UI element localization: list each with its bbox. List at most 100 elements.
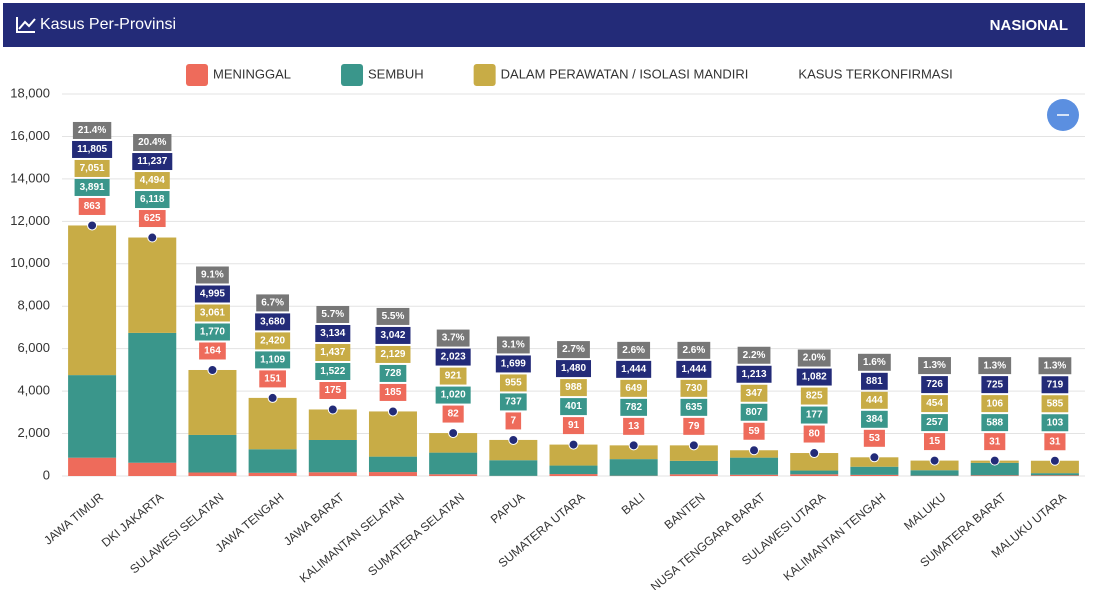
- data-label: 7,051: [74, 159, 110, 177]
- data-label-text: 635: [686, 402, 703, 413]
- data-label-box: [978, 357, 1012, 375]
- bar-segment: [68, 457, 117, 476]
- data-label: 635: [680, 398, 708, 416]
- data-label-text: 9.1%: [201, 270, 224, 281]
- data-label-text: 3,680: [260, 317, 285, 328]
- chart-icon: [16, 17, 36, 33]
- data-label-box: [1041, 395, 1069, 413]
- y-tick-label: 0: [43, 467, 50, 482]
- bar-segment: [790, 474, 839, 476]
- data-label-box: [620, 379, 648, 397]
- data-label-box: [981, 376, 1009, 394]
- data-label-box: [495, 355, 531, 373]
- legend-swatch: [186, 64, 208, 86]
- bar-segment: [489, 460, 538, 476]
- data-label-text: 1,109: [260, 355, 285, 366]
- data-label: 2,129: [375, 345, 411, 363]
- bar-segment: [970, 462, 1019, 476]
- data-label: 1,444: [616, 360, 652, 378]
- data-label: 649: [620, 379, 648, 397]
- data-label-text: 3.7%: [442, 333, 465, 344]
- data-label-box: [796, 368, 832, 386]
- bar-segment: [549, 444, 598, 466]
- bar-segment: [1030, 475, 1079, 476]
- data-label-box: [683, 417, 705, 435]
- data-label-text: 384: [866, 414, 883, 425]
- data-label-box: [138, 210, 166, 228]
- data-label-text: 3,042: [380, 330, 405, 341]
- point: [688, 440, 699, 451]
- data-label: 921: [439, 367, 467, 385]
- data-label-box: [132, 153, 173, 171]
- data-label-box: [375, 345, 411, 363]
- bar-segment: [850, 466, 899, 475]
- y-tick-label: 10,000: [10, 255, 50, 270]
- data-label-box: [72, 121, 112, 139]
- point: [327, 404, 338, 415]
- data-label-box: [436, 329, 470, 347]
- point: [87, 220, 98, 231]
- data-label-box: [560, 398, 587, 416]
- data-label-box: [255, 313, 291, 331]
- legend-swatch: [341, 64, 364, 86]
- data-label: 347: [740, 384, 768, 402]
- data-label-box: [72, 140, 113, 158]
- legend-label: DALAM PERAWATAN / ISOLASI MANDIRI: [501, 66, 749, 81]
- data-label-box: [196, 266, 229, 284]
- data-label-box: [981, 414, 1009, 432]
- point: [989, 455, 1000, 466]
- data-label-box: [918, 357, 951, 375]
- data-label-box: [255, 332, 291, 350]
- data-label-text: 185: [385, 387, 402, 398]
- data-label-text: 11,237: [137, 156, 167, 167]
- data-label: 730: [680, 379, 708, 397]
- data-label-box: [505, 412, 522, 430]
- data-label-text: 863: [84, 201, 101, 212]
- data-label-box: [1041, 376, 1069, 394]
- data-label-box: [194, 304, 230, 322]
- data-label: 5.5%: [376, 307, 410, 325]
- data-label: 6,118: [135, 191, 170, 209]
- data-label-box: [435, 348, 471, 366]
- data-label-box: [74, 178, 110, 196]
- data-label-text: 13: [628, 421, 640, 432]
- bar-segment: [489, 439, 538, 461]
- data-label-box: [617, 341, 651, 359]
- data-label-box: [616, 360, 652, 378]
- data-label: 863: [78, 197, 106, 215]
- data-label-text: 1,444: [621, 364, 646, 375]
- data-label: 825: [800, 387, 828, 405]
- data-label-box: [620, 398, 648, 416]
- bar-segment: [308, 472, 357, 476]
- data-label: 79: [683, 417, 705, 435]
- data-label-box: [984, 433, 1006, 451]
- data-label-text: 649: [625, 383, 642, 394]
- x-tick-label: KALIMANTAN SELATAN: [297, 490, 407, 586]
- x-tick-label: JAWA TIMUR: [41, 490, 106, 548]
- data-label-text: 719: [1047, 379, 1064, 390]
- data-label-box: [861, 391, 888, 409]
- data-label-text: 921: [445, 371, 462, 382]
- data-label: 1,020: [435, 386, 471, 404]
- x-tick-label: PAPUA: [488, 490, 527, 526]
- data-label-text: 1,522: [320, 366, 345, 377]
- bar-segment: [669, 474, 718, 476]
- data-label-text: 2,023: [441, 352, 466, 363]
- bar-segment: [128, 462, 177, 476]
- data-label-text: 164: [204, 346, 221, 357]
- bar-segment: [790, 470, 839, 475]
- data-label-text: 444: [866, 395, 883, 406]
- data-label-text: 3,061: [200, 308, 225, 319]
- bar-segment: [850, 474, 899, 476]
- data-label: 444: [861, 391, 888, 409]
- data-label-text: 2.6%: [682, 345, 705, 356]
- data-label: 1.3%: [918, 357, 951, 375]
- data-label: 6.7%: [256, 294, 290, 312]
- bar-segment: [248, 449, 297, 473]
- data-label: 11,237: [132, 153, 173, 171]
- data-label: 2,023: [435, 348, 471, 366]
- point: [147, 232, 158, 243]
- data-label-text: 1.3%: [1044, 360, 1067, 371]
- data-label: 11,805: [72, 140, 113, 158]
- data-label: 5.7%: [316, 305, 350, 323]
